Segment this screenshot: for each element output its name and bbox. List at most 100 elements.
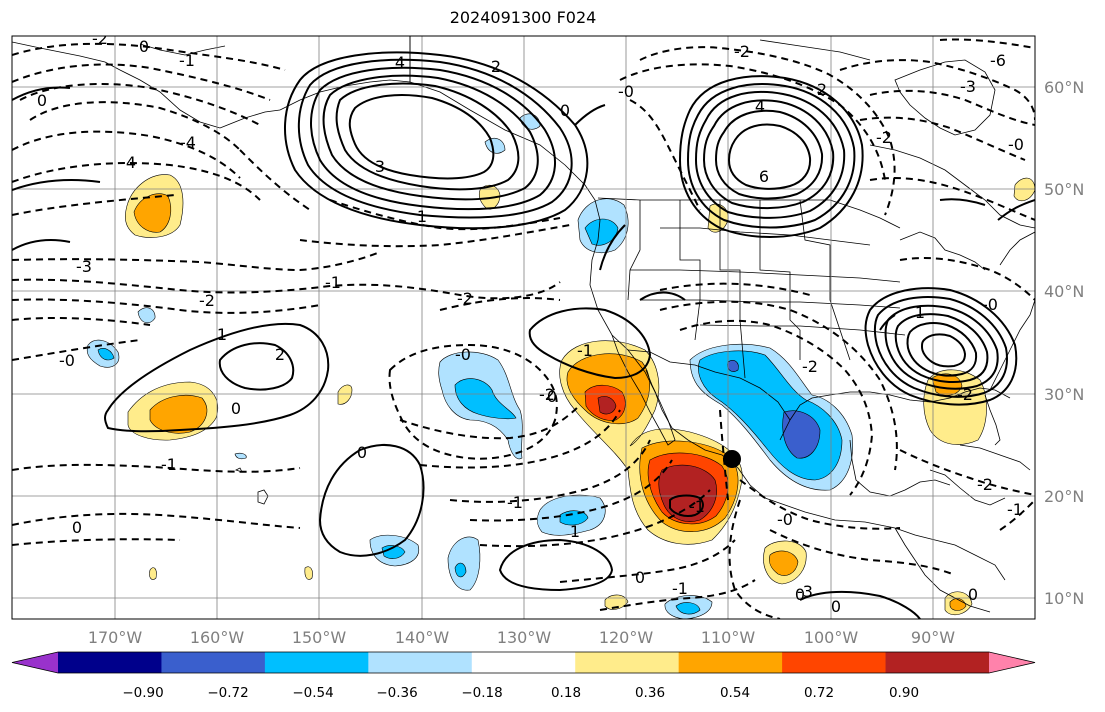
cold-anomaly-pacific-15n-core [381, 545, 406, 559]
contour-label: -0 [455, 345, 471, 364]
lon-label: 150°W [292, 628, 347, 647]
lon-label: 120°W [599, 628, 654, 647]
colorbar-segment [885, 652, 990, 673]
colorbar-tick-label: −0.90 [122, 685, 163, 701]
contour-label: 0 [357, 443, 367, 462]
contour-label: 0 [560, 101, 570, 120]
graticule [12, 36, 1035, 619]
colorbar-tick-label: 0.18 [551, 685, 581, 701]
colorbar-segment [471, 652, 576, 673]
contour-label: 0 [547, 387, 557, 406]
contour-label: 3 [375, 157, 385, 176]
lon-label: 170°W [88, 628, 143, 647]
latitude-labels: 60°N 50°N 40°N 30°N 20°N 10°N [1044, 78, 1084, 608]
contour-label: -2 [977, 475, 993, 494]
cold-anomaly-west-35n-core [97, 348, 115, 361]
contour-label: -3 [76, 257, 92, 276]
colorbar-segment [782, 652, 887, 673]
contour-label: 0 [72, 518, 82, 537]
cold-anomaly-small-4 [234, 452, 247, 460]
cold-anomaly-small-5-core [675, 602, 701, 615]
contour-label: -1 [507, 493, 523, 512]
contour-label: -2 [539, 385, 555, 404]
contour-label: 0 [831, 597, 841, 616]
point-marker-dot [723, 450, 741, 468]
colorbar-outline [11, 651, 1036, 674]
lat-label: 60°N [1044, 78, 1084, 97]
contour-label: -1 [161, 455, 177, 474]
contour-label: -0 [618, 82, 634, 101]
colorbar-tick-label: 0.54 [720, 685, 750, 701]
colorbar-tick-label: −0.36 [376, 685, 417, 701]
warm-anomaly-gulf-core [931, 373, 963, 396]
contour-label: -1 [577, 341, 593, 360]
map-title: 2024091300 F024 [449, 8, 597, 27]
contour-label: 4 [395, 53, 405, 72]
colorbar-segment [58, 652, 162, 673]
contour-label: 0 [795, 585, 805, 604]
contour-label: -1 [325, 273, 341, 292]
colorbar [11, 651, 1036, 674]
cold-anomaly-pacific-mid-core [454, 378, 517, 420]
lon-label: 100°W [804, 628, 859, 647]
contour-label: 4 [126, 153, 136, 172]
lat-label: 50°N [1044, 180, 1084, 199]
contour-label: 2 [275, 345, 285, 364]
warm-anomaly-small-2 [337, 384, 353, 405]
longitude-labels: 170°W 160°W 150°W 140°W 130°W 120°W 110°… [88, 628, 955, 647]
anomaly-shading [86, 113, 1035, 619]
contour-label: -2 [876, 128, 892, 147]
contour-label: -1 [1007, 500, 1023, 519]
contour-label: 0 [37, 91, 47, 110]
lat-label: 10°N [1044, 589, 1084, 608]
colorbar-segment [575, 652, 680, 673]
contour-label: 0 [968, 585, 978, 604]
warm-anomaly-small-3 [304, 566, 313, 580]
contour-label: 1 [217, 325, 227, 344]
contour-label: -2 [92, 29, 108, 48]
solid-contours [12, 51, 1035, 619]
warm-anomaly-bottom-1 [604, 594, 629, 610]
lat-label: 30°N [1044, 385, 1084, 404]
colorbar-extend-max [989, 652, 1035, 673]
lon-label: 130°W [497, 628, 552, 647]
colorbar-segment [678, 652, 783, 673]
cold-anomaly-small-1 [137, 307, 156, 324]
contour-label: -2 [802, 357, 818, 376]
colorbar-tick-label: 0.90 [889, 685, 919, 701]
contour-label: 4 [755, 97, 765, 116]
map-border [11, 35, 1036, 620]
colorbar-tick-label: 0.36 [635, 685, 665, 701]
contour-label: 1 [915, 303, 925, 322]
warm-anomaly-small-4 [149, 567, 157, 580]
lon-label: 90°W [911, 628, 955, 647]
contour-label: -3 [960, 77, 976, 96]
contour-label: -3 [797, 582, 813, 601]
contour-label: 2 [817, 80, 827, 99]
contour-label: 0 [139, 37, 149, 56]
contour-label: -2 [734, 42, 750, 61]
dashed-contours [12, 38, 1035, 619]
colorbar-tick-label: −0.18 [461, 685, 502, 701]
colorbar-labels: −0.90 −0.72 −0.54 −0.36 −0.18 0.18 0.36 … [122, 685, 919, 701]
contour-label: 6 [759, 167, 769, 186]
cold-anomaly-pacific-12n [447, 536, 481, 591]
cold-anomaly-small-3 [484, 138, 506, 154]
lon-label: 140°W [395, 628, 450, 647]
cold-anomaly-pacnw-core [584, 218, 619, 246]
colorbar-tick-label: 0.72 [804, 685, 834, 701]
contour-label: -0 [777, 510, 793, 529]
colorbar-extend-min [12, 652, 58, 673]
contour-label: 2 [491, 57, 501, 76]
cold-anomaly-pacific-12n-core [454, 562, 467, 578]
lon-label: 110°W [701, 628, 756, 647]
colorbar-tick-label: −0.72 [207, 685, 248, 701]
lat-label: 20°N [1044, 487, 1084, 506]
contour-label: 1 [570, 522, 580, 541]
contour-label: -1 [672, 579, 688, 598]
cold-anomaly-mexico-core [782, 410, 821, 459]
contour-label: 0 [635, 568, 645, 587]
warm-anomaly-north-core [133, 193, 172, 233]
